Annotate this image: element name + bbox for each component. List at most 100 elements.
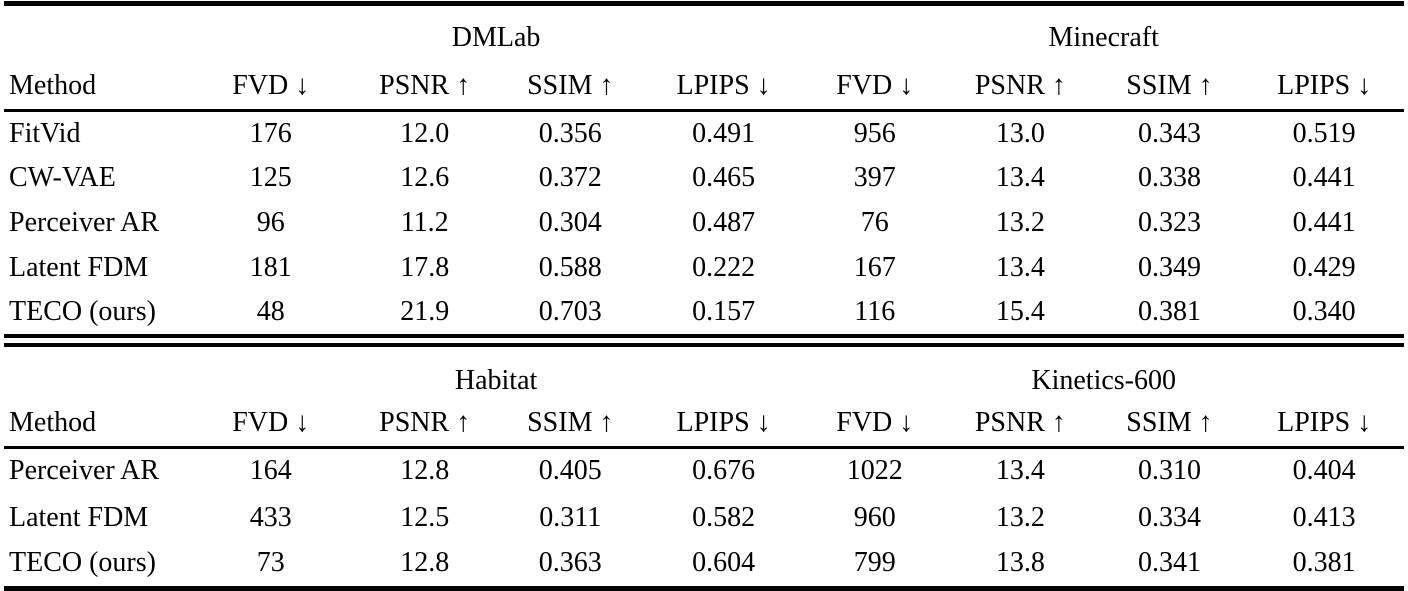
dataset-group-row: Habitat Kinetics-600 (4, 345, 1404, 399)
metric-column-header-ssim: SSIM ↑ (1126, 406, 1213, 438)
dataset-group-row: DMLab Minecraft (4, 4, 1404, 57)
metric-cell: 0.311 (539, 501, 602, 533)
metric-cell: 167 (853, 252, 896, 283)
metric-cell: 0.157 (692, 296, 756, 327)
up-arrow-icon: ↑ (1198, 406, 1213, 438)
metric-cell: 0.703 (538, 296, 602, 327)
metric-cell: 0.356 (538, 117, 602, 149)
metric-cell: 0.334 (1137, 501, 1201, 533)
down-arrow-icon: ↓ (1357, 406, 1372, 438)
down-arrow-icon: ↓ (1357, 70, 1372, 101)
table-row: TECO (ours) 73 12.8 0.363 0.604 799 13.8… (4, 541, 1404, 588)
empty-corner-cell (4, 4, 189, 57)
metric-cell: 0.310 (1137, 455, 1201, 487)
metric-cell: 181 (249, 252, 292, 283)
up-arrow-icon: ↑ (1051, 406, 1066, 438)
metric-cell: 13.0 (995, 117, 1045, 149)
metric-cell: 76 (860, 207, 889, 238)
metric-cell: 0.363 (538, 547, 602, 579)
down-arrow-icon: ↓ (295, 70, 310, 101)
metric-cell: 96 (256, 207, 285, 238)
metric-cell: 799 (853, 547, 896, 579)
metric-cell: 13.4 (995, 455, 1045, 487)
metric-column-header-psnr: PSNR ↑ (974, 406, 1066, 438)
table-row: CW-VAE 125 12.6 0.372 0.465 397 13.4 0.3… (4, 156, 1404, 201)
metric-cell: 0.491 (692, 117, 756, 149)
metric-column-header-lpips: LPIPS ↓ (1277, 70, 1372, 101)
metric-cell: 0.441 (1292, 162, 1356, 193)
dataset-group-header-minecraft: Minecraft (1048, 22, 1159, 53)
table-row: Perceiver AR 164 12.8 0.405 0.676 1022 1… (4, 447, 1404, 494)
metric-cell: 116 (854, 296, 896, 327)
metric-cell: 15.4 (995, 296, 1045, 327)
metric-cell: 0.222 (692, 252, 756, 283)
metric-cell: 0.487 (692, 207, 756, 238)
down-arrow-icon: ↓ (899, 406, 914, 438)
method-cell: CW-VAE (9, 162, 116, 193)
method-cell: TECO (ours) (9, 547, 156, 579)
metric-cell: 0.405 (538, 455, 602, 487)
metric-cell: 176 (249, 117, 292, 149)
down-arrow-icon: ↓ (756, 406, 771, 438)
metric-cell: 13.2 (995, 207, 1045, 238)
metric-column-header-fvd: FVD ↓ (232, 406, 310, 438)
method-cell: FitVid (9, 117, 81, 149)
up-arrow-icon: ↑ (599, 70, 614, 101)
method-cell: Perceiver AR (9, 207, 160, 238)
metric-cell: 0.381 (1292, 547, 1356, 579)
empty-corner-cell (4, 345, 189, 399)
metric-cell: 125 (249, 162, 292, 193)
metric-column-header-fvd: FVD ↓ (232, 70, 310, 101)
metric-column-header-lpips: LPIPS ↓ (676, 406, 771, 438)
metric-cell: 12.8 (400, 547, 450, 579)
metric-cell: 0.372 (538, 162, 602, 193)
table-habitat-kinetics600: Habitat Kinetics-600 Method FVD ↓ PSNR ↑ S… (4, 342, 1404, 591)
metric-cell: 13.8 (995, 547, 1045, 579)
metric-cell: 48 (256, 296, 285, 327)
metric-column-header-lpips: LPIPS ↓ (1277, 406, 1372, 438)
metric-cell: 17.8 (400, 252, 450, 283)
method-cell: Latent FDM (9, 501, 149, 533)
metric-cell: 0.404 (1292, 455, 1356, 487)
dataset-group-header-habitat: Habitat (454, 364, 538, 396)
down-arrow-icon: ↓ (899, 70, 914, 101)
metric-cell: 12.5 (400, 501, 450, 533)
metric-cell: 0.340 (1292, 296, 1356, 327)
metric-column-header-lpips: LPIPS ↓ (676, 70, 771, 101)
metric-column-header-psnr: PSNR ↑ (379, 406, 471, 438)
table-row: TECO (ours) 48 21.9 0.703 0.157 116 15.4… (4, 291, 1404, 336)
metric-cell: 960 (853, 501, 896, 533)
method-cell: Latent FDM (9, 252, 149, 283)
metric-column-header-ssim: SSIM ↑ (527, 70, 614, 101)
metric-column-header-ssim: SSIM ↑ (527, 406, 614, 438)
dataset-group-header-kinetics600: Kinetics-600 (1031, 364, 1176, 396)
table-row: Latent FDM 181 17.8 0.588 0.222 167 13.4… (4, 246, 1404, 291)
up-arrow-icon: ↑ (456, 406, 471, 438)
method-cell: TECO (ours) (9, 296, 156, 327)
metric-cell: 0.429 (1292, 252, 1356, 283)
down-arrow-icon: ↓ (756, 70, 771, 101)
metric-cell: 0.441 (1292, 207, 1356, 238)
metric-cell: 21.9 (400, 296, 450, 327)
metric-cell: 12.0 (400, 117, 450, 149)
metric-cell: 0.413 (1292, 501, 1356, 533)
up-arrow-icon: ↑ (1198, 70, 1213, 101)
metric-cell: 12.8 (400, 455, 450, 487)
up-arrow-icon: ↑ (599, 406, 614, 438)
method-column-header: Method (9, 70, 97, 101)
column-header-row: Method FVD ↓ PSNR ↑ SSIM ↑ LPIPS ↓ FVD ↓ PSNR… (4, 56, 1404, 111)
metric-column-header-fvd: FVD ↓ (836, 406, 914, 438)
table-row: Latent FDM 433 12.5 0.311 0.582 960 13.2… (4, 494, 1404, 541)
metric-cell: 11.2 (400, 207, 449, 238)
metric-cell: 0.519 (1292, 117, 1356, 149)
up-arrow-icon: ↑ (456, 70, 471, 101)
up-arrow-icon: ↑ (1051, 70, 1066, 101)
column-header-row: Method FVD ↓ PSNR ↑ SSIM ↑ LPIPS ↓ FVD ↓ PSNR… (4, 399, 1404, 448)
metric-cell: 73 (256, 547, 285, 579)
metric-cell: 397 (853, 162, 896, 193)
metric-cell: 0.676 (692, 455, 756, 487)
metric-cell: 0.381 (1137, 296, 1201, 327)
dataset-group-header-dmlab: DMLab (451, 22, 541, 53)
metric-cell: 0.588 (538, 252, 602, 283)
